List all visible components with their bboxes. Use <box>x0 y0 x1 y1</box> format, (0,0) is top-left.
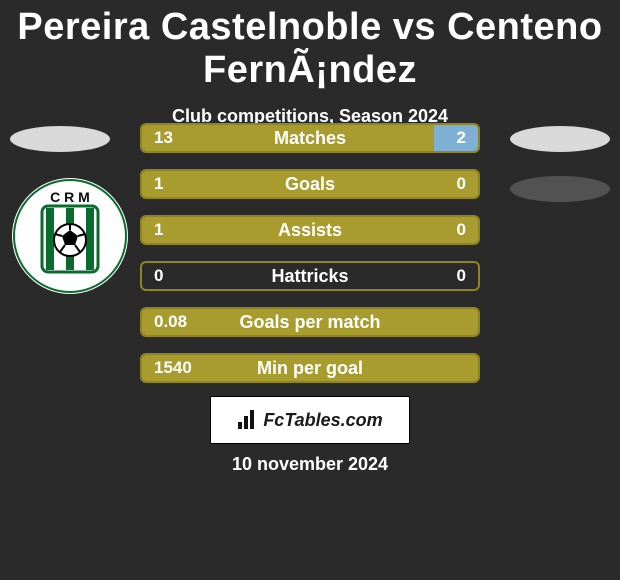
footer-brand[interactable]: FcTables.com <box>210 396 410 444</box>
stat-bar-label: Hattricks <box>142 263 478 289</box>
stat-bar-fill-left <box>142 217 478 243</box>
club-left-badge: C R M <box>12 178 128 294</box>
stat-bar-value-right: 0 <box>457 263 466 289</box>
stat-bar-row: Goals10 <box>140 169 480 199</box>
footer-date: 10 november 2024 <box>0 454 620 475</box>
chart-icon <box>237 410 257 430</box>
stat-bar-fill-left <box>142 309 478 335</box>
stat-bar-row: Assists10 <box>140 215 480 245</box>
club-badge-letters: C R M <box>50 189 90 205</box>
stat-bar-value-left: 0 <box>154 263 163 289</box>
stat-bar-row: Hattricks0 0 <box>140 261 480 291</box>
page-title: Pereira Castelnoble vs Centeno FernÃ¡nde… <box>0 0 620 92</box>
stat-bar-fill-left <box>142 125 434 151</box>
player-right-placeholder <box>510 126 610 152</box>
club-right-placeholder <box>510 176 610 202</box>
stat-bar-fill-left <box>142 355 478 381</box>
stat-bar-row: Goals per match0.08 <box>140 307 480 337</box>
player-left-placeholder <box>10 126 110 152</box>
footer-brand-text: FcTables.com <box>263 410 382 431</box>
stat-bar-row: Min per goal1540 <box>140 353 480 383</box>
stat-bar-row: Matches132 <box>140 123 480 153</box>
stat-bar-fill-left <box>142 171 478 197</box>
stat-bars-container: Matches132 Goals10 Assists10 Hattricks0 0 Goa… <box>140 123 480 399</box>
stat-bar-fill-right <box>434 125 478 151</box>
